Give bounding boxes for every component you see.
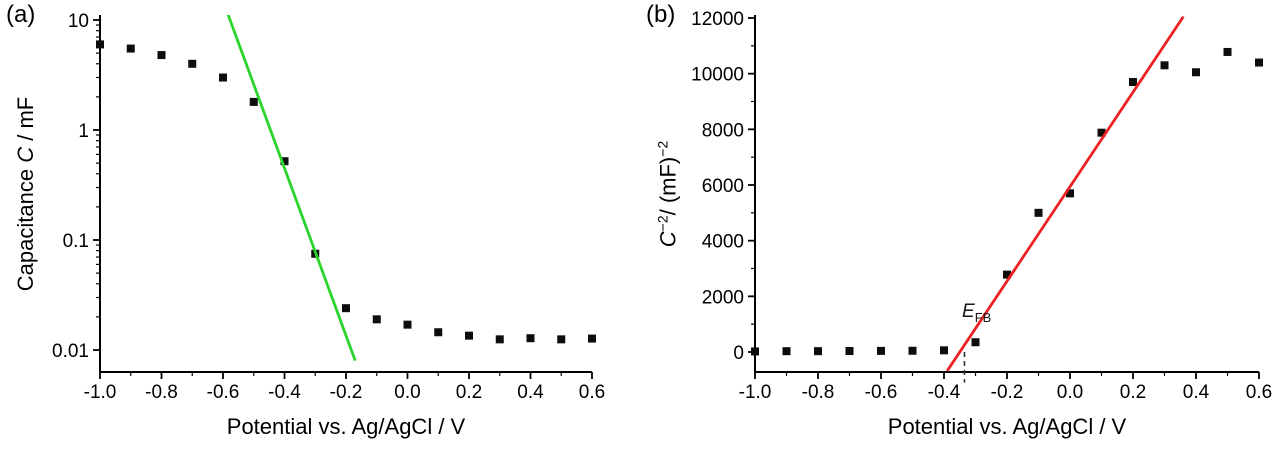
data-point	[1066, 189, 1074, 198]
capacitance-symbol: C	[13, 146, 38, 163]
x-tick-label: 0.0	[1057, 382, 1083, 403]
data-point	[588, 334, 596, 343]
x-tick-label: -0.8	[802, 382, 835, 403]
x-tick-label: 0.4	[517, 382, 544, 403]
flat-band-potential-annotation: EFB	[962, 301, 991, 325]
data-point	[557, 335, 566, 344]
x-axis-ticks: -1.0 -0.8 -0.6 -0.4 -0.2 0.0 0.2 0.4 0.6	[739, 372, 1272, 403]
data-point	[814, 347, 822, 356]
data-point	[1160, 61, 1169, 70]
y-label-unit: / mF	[13, 96, 38, 147]
y-tick-label: 0.01	[52, 341, 89, 362]
x-tick-label: 0.6	[579, 382, 605, 403]
y-tick-label: 10	[68, 11, 89, 32]
x-tick-label: -1.0	[739, 382, 772, 403]
data-point	[1192, 68, 1200, 77]
data-point	[188, 59, 197, 68]
data-point	[908, 346, 917, 355]
x-tick-label: 0.2	[1120, 382, 1146, 403]
capacitance-symbol: C	[655, 231, 681, 248]
x-tick-label: 0.0	[394, 382, 420, 403]
x-tick-label: -0.4	[268, 382, 301, 403]
x-tick-label: 0.4	[1183, 382, 1210, 403]
panel-a-y-axis-label: Capacitance C / mF	[13, 97, 39, 291]
panel-a: -1.0 -0.8 -0.6 -0.4 -0.2 0.0 0.2 0.4 0.6 10 1 0.1 0.…	[6, 1, 605, 439]
panel-a-chart: -1.0 -0.8 -0.6 -0.4 -0.2 0.0 0.2 0.4 0.6 10 1 0.1 0.…	[52, 11, 605, 403]
data-point	[971, 338, 980, 347]
efb-symbol: E	[962, 301, 975, 322]
data-point	[342, 304, 350, 313]
data-point	[249, 97, 258, 106]
panel-b: -1.0 -0.8 -0.6 -0.4 -0.2 0.0 0.2 0.4 0.6 0 2000 400…	[640, 0, 1280, 450]
y-tick-label: 6000	[702, 176, 744, 197]
y-tick-label: 2000	[702, 287, 744, 308]
data-point	[782, 347, 791, 356]
data-point	[219, 73, 227, 82]
panel-b-label: (b)	[646, 1, 676, 28]
data-point	[495, 335, 504, 344]
green-fit-line	[226, 15, 357, 362]
y-tick-label: 0	[733, 343, 744, 364]
x-tick-label: 0.2	[456, 382, 482, 403]
data-points	[96, 40, 596, 344]
data-point	[372, 315, 381, 324]
panel-b-y-axis-label: C−2/ (mF)−2	[654, 141, 681, 247]
data-point	[1129, 78, 1137, 87]
efb-subscript: FB	[974, 309, 992, 325]
panel-a-label: (a)	[6, 1, 36, 28]
exponent: −2	[654, 215, 671, 232]
x-axis-ticks: -1.0 -0.8 -0.6 -0.4 -0.2 0.0 0.2 0.4 0.6	[84, 372, 605, 403]
data-point	[434, 328, 443, 337]
data-point	[1255, 58, 1263, 67]
y-axis-ticks: 0 2000 4000 6000 8000 10000 12000	[691, 9, 755, 364]
panel-b-chart: -1.0 -0.8 -0.6 -0.4 -0.2 0.0 0.2 0.4 0.6 0 2000 400…	[691, 9, 1272, 403]
exponent: −2	[654, 140, 671, 157]
y-tick-label: 10000	[691, 65, 744, 86]
x-tick-label: 0.6	[1246, 382, 1272, 403]
data-points	[751, 47, 1263, 356]
axes	[99, 15, 592, 373]
data-point	[1003, 270, 1011, 279]
y-tick-label: 1	[78, 121, 89, 142]
y-axis-ticks: 10 1 0.1 0.01	[52, 11, 100, 362]
y-tick-label: 4000	[702, 232, 744, 253]
data-point	[1097, 128, 1106, 137]
data-point	[403, 320, 412, 329]
data-point	[877, 346, 885, 355]
y-tick-label: 12000	[691, 9, 744, 30]
data-point	[845, 347, 854, 356]
data-point	[940, 346, 948, 355]
x-tick-label: -0.8	[145, 382, 178, 403]
data-point	[526, 334, 535, 343]
x-tick-label: -0.2	[330, 382, 363, 403]
x-tick-label: -1.0	[84, 382, 117, 403]
red-fit-line	[945, 15, 1185, 372]
data-point	[280, 157, 289, 166]
data-point	[96, 40, 104, 49]
data-point	[751, 347, 759, 356]
y-label-unit: / (mF)	[655, 156, 681, 216]
data-point	[465, 331, 473, 340]
y-tick-label: 8000	[702, 120, 744, 141]
data-point	[126, 44, 135, 53]
panel-a-x-axis-label: Potential vs. Ag/AgCl / V	[226, 414, 466, 439]
x-tick-label: -0.6	[207, 382, 240, 403]
panel-b-x-axis-label: Potential vs. Ag/AgCl / V	[887, 414, 1127, 439]
x-tick-label: -0.6	[865, 382, 898, 403]
axes	[754, 15, 1259, 373]
y-label-text: Capacitance	[13, 162, 38, 292]
data-point	[1034, 208, 1043, 217]
data-point	[1223, 47, 1232, 56]
data-point	[157, 51, 166, 60]
x-tick-label: -0.4	[928, 382, 961, 403]
y-tick-label: 0.1	[63, 231, 89, 252]
x-tick-label: -0.2	[991, 382, 1024, 403]
